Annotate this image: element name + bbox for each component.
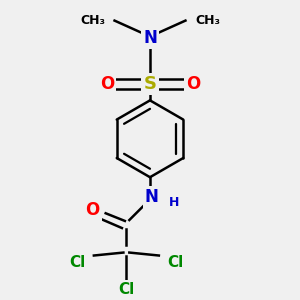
Text: N: N [143,29,157,47]
Text: CH₃: CH₃ [195,14,220,27]
Text: N: N [145,188,158,206]
Text: CH₃: CH₃ [80,14,105,27]
Text: H: H [169,196,180,209]
Text: Cl: Cl [167,255,183,270]
Text: Cl: Cl [118,282,134,297]
Text: O: O [186,75,200,93]
Text: O: O [85,201,100,219]
Text: S: S [143,75,157,93]
Text: Cl: Cl [70,255,86,270]
Text: O: O [100,75,114,93]
